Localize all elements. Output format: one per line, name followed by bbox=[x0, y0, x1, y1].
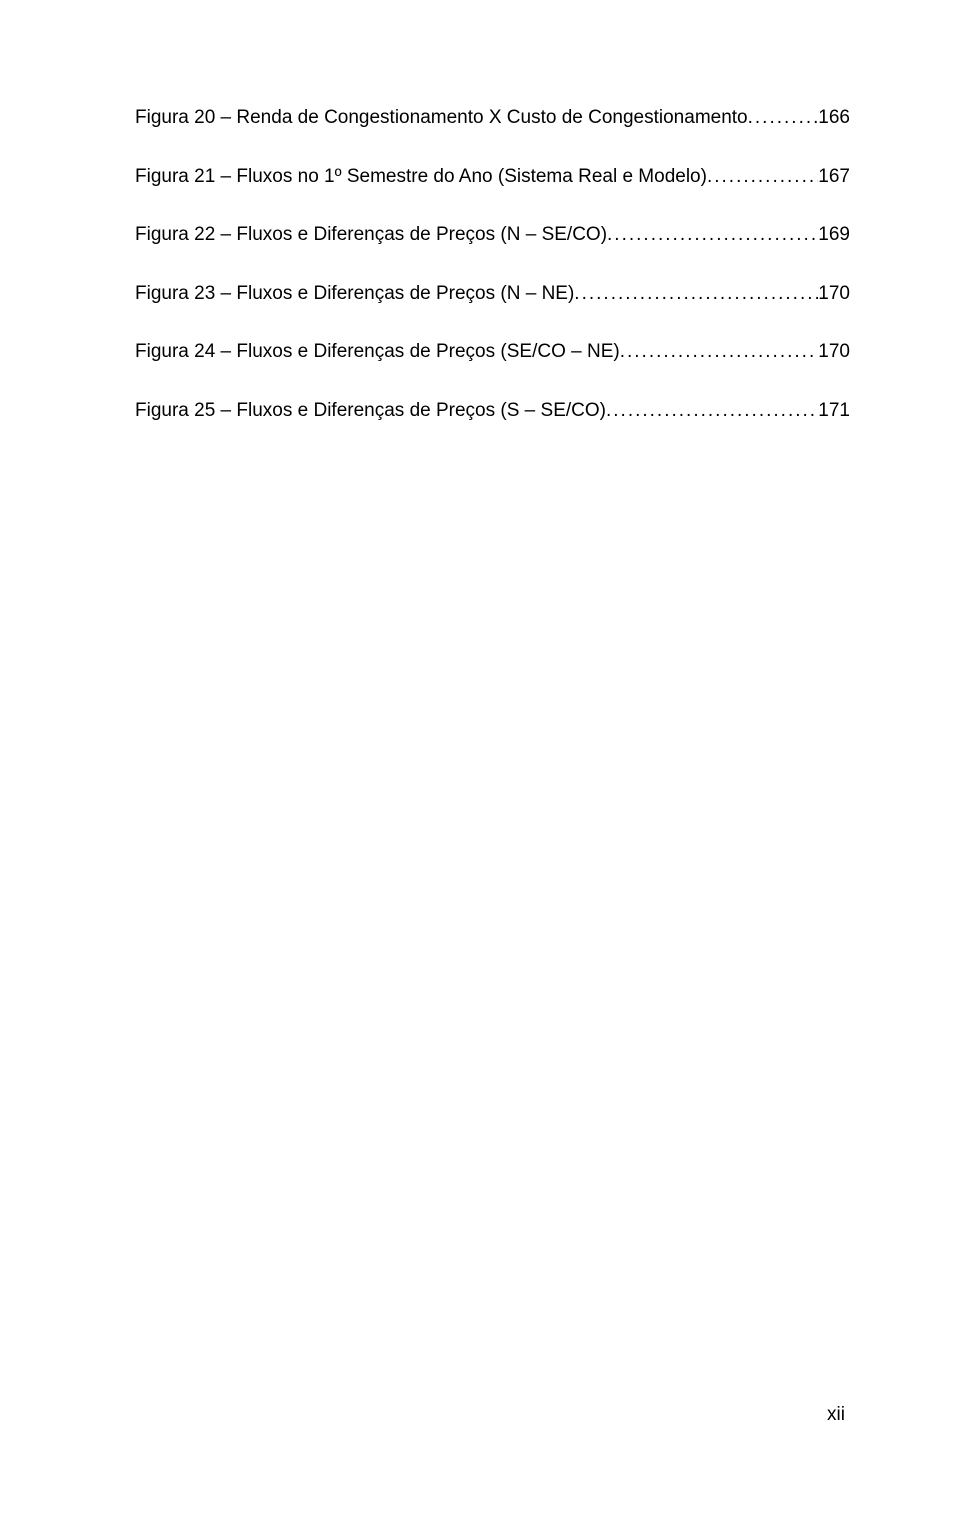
toc-entry-page: 166 bbox=[818, 105, 850, 132]
toc-entry: Figura 24 – Fluxos e Diferenças de Preço… bbox=[135, 339, 850, 366]
toc-entry-label: Figura 23 – Fluxos e Diferenças de Preço… bbox=[135, 281, 574, 308]
toc-dots bbox=[707, 164, 818, 191]
toc-entry: Figura 23 – Fluxos e Diferenças de Preço… bbox=[135, 281, 850, 308]
toc-entry-page: 169 bbox=[818, 222, 850, 249]
toc-entry-page: 167 bbox=[818, 164, 850, 191]
toc-entry: Figura 21 – Fluxos no 1º Semestre do Ano… bbox=[135, 164, 850, 191]
toc-entry-label: Figura 21 – Fluxos no 1º Semestre do Ano… bbox=[135, 164, 707, 191]
toc-entry-label: Figura 22 – Fluxos e Diferenças de Preço… bbox=[135, 222, 607, 249]
toc-entry-page: 170 bbox=[818, 339, 850, 366]
toc-dots bbox=[606, 398, 818, 425]
toc-entry: Figura 22 – Fluxos e Diferenças de Preço… bbox=[135, 222, 850, 249]
toc-dots bbox=[574, 281, 818, 308]
toc-dots bbox=[607, 222, 818, 249]
toc-entry-label: Figura 24 – Fluxos e Diferenças de Preço… bbox=[135, 339, 620, 366]
toc-entry-page: 171 bbox=[818, 398, 850, 425]
toc-dots bbox=[620, 339, 819, 366]
toc-dots bbox=[748, 105, 819, 132]
toc-entry-page: 170 bbox=[818, 281, 850, 308]
toc-entry: Figura 25 – Fluxos e Diferenças de Preço… bbox=[135, 398, 850, 425]
toc-entry: Figura 20 – Renda de Congestionamento X … bbox=[135, 105, 850, 132]
page-number-footer: xii bbox=[827, 1404, 845, 1426]
toc-list: Figura 20 – Renda de Congestionamento X … bbox=[0, 0, 960, 425]
toc-entry-label: Figura 20 – Renda de Congestionamento X … bbox=[135, 105, 748, 132]
toc-entry-label: Figura 25 – Fluxos e Diferenças de Preço… bbox=[135, 398, 606, 425]
